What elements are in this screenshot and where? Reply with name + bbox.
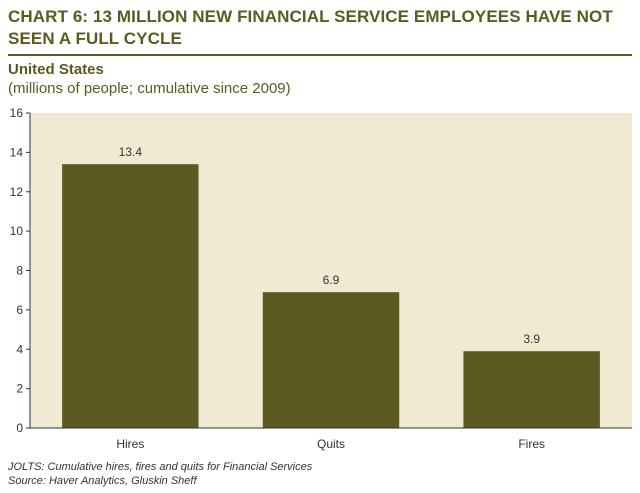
source-note: Source: Haver Analytics, Gluskin Sheff <box>8 475 197 487</box>
bar-quits <box>262 292 400 428</box>
y-tick-label: 6 <box>16 303 23 317</box>
y-axis: 0 2 4 6 8 10 12 14 16 <box>10 106 31 435</box>
y-tick-label: 10 <box>10 224 24 238</box>
bar-fires <box>463 351 600 428</box>
bar-series: 13.4 6.9 3.9 <box>62 145 600 428</box>
data-label-quits: 6.9 <box>323 273 340 287</box>
chart-title: CHART 6: 13 MILLION NEW FINANCIAL SERVIC… <box>8 7 613 48</box>
bar-hires <box>62 164 199 428</box>
y-tick-label: 4 <box>16 342 23 356</box>
x-axis: Hires Quits Fires <box>30 427 632 451</box>
y-tick-label: 16 <box>10 106 24 120</box>
chart-subtitle: United States <box>8 61 104 78</box>
title-divider <box>8 54 632 56</box>
y-tick-label: 14 <box>10 145 24 159</box>
x-tick-label-hires: Hires <box>116 437 144 451</box>
y-tick-label: 0 <box>16 421 23 435</box>
y-tick-label: 2 <box>16 382 23 396</box>
y-tick-label: 12 <box>10 185 24 199</box>
data-label-fires: 3.9 <box>523 332 540 346</box>
chart-units: (millions of people; cumulative since 20… <box>8 80 291 97</box>
y-tick-label: 8 <box>16 264 23 278</box>
x-tick-label-fires: Fires <box>518 437 545 451</box>
data-label-hires: 13.4 <box>119 145 143 159</box>
footnote: JOLTS: Cumulative hires, fires and quits… <box>8 461 313 473</box>
x-tick-label-quits: Quits <box>317 437 345 451</box>
